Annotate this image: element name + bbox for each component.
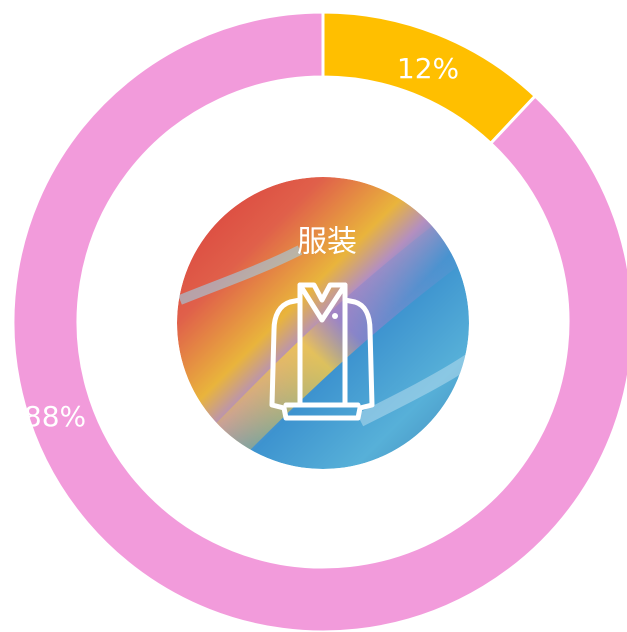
value-label: 12% [397, 52, 459, 85]
slice [11, 10, 627, 632]
icon-dot [332, 313, 338, 319]
value-label: 88% [24, 400, 86, 433]
ring [11, 10, 627, 632]
jacket-icon [269, 282, 375, 421]
center-label: 服装 [297, 225, 357, 260]
center-image [177, 177, 469, 469]
